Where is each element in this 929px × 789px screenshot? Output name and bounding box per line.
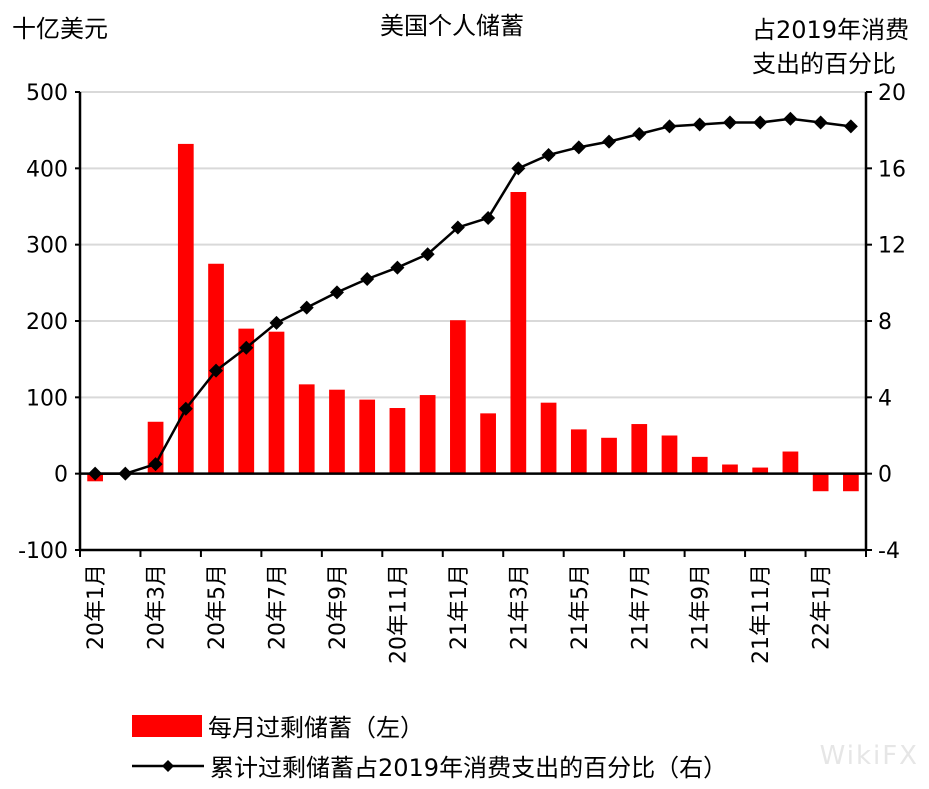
left-axis-ticks: 500 400 300 200 100 0 -100 [18,81,80,564]
watermark: WikiFX [819,741,919,771]
bar [722,464,738,474]
line-point [88,466,103,481]
line-point [662,119,677,134]
x-tick-label: 20年5月 [205,564,230,650]
x-tick-label: 21年3月 [507,564,532,650]
legend-item-line: 累计过剩储蓄占2019年消费支出的百分比（右） [132,748,727,783]
left-tick-label: 300 [26,234,68,259]
line-point [360,272,375,287]
left-tick-label: 0 [54,463,68,488]
x-tick-label: 20年7月 [266,564,291,650]
bar [268,331,285,474]
line-point [783,111,798,126]
right-tick-label: 8 [878,310,892,335]
bar [782,451,799,474]
bar [359,399,376,474]
line-point [541,147,556,162]
right-tick-label: 16 [878,157,906,182]
line-point [602,134,617,149]
bar [601,437,617,474]
left-tick-label: 400 [26,157,68,182]
left-tick-label: 500 [26,81,68,106]
legend-bar-label: 每月过剩储蓄（左） [208,714,424,742]
line-point [420,247,435,262]
line-point [299,300,314,315]
x-tick-label: 20年3月 [145,564,170,650]
x-tick-label: 22年1月 [810,564,835,650]
legend-bar-swatch [132,714,202,737]
bar [419,395,436,474]
x-axis-ticks: 20年1月 20年3月 20年5月 20年7月 20年9月 20年11月 21年1月 21年3… [79,550,867,664]
x-tick-label: 20年1月 [84,564,109,650]
bar [752,467,769,474]
right-tick-label: 4 [878,386,892,411]
bar [480,413,496,474]
right-tick-label: -4 [878,539,900,564]
line-point [843,119,858,134]
x-tick-label: 21年11月 [749,564,774,664]
bar-series-monthly-excess-savings [87,143,859,492]
x-tick-label: 21年9月 [689,564,714,650]
left-tick-label: 100 [26,386,68,411]
x-tick-label: 20年9月 [326,564,351,650]
line-point [329,285,344,300]
line-point [571,140,586,155]
bar [570,429,587,474]
x-tick-label: 21年7月 [628,564,653,650]
right-tick-label: 12 [878,234,906,259]
line-point [511,161,526,176]
left-axis-unit-label: 十亿美元 [12,15,108,43]
bar [298,384,315,474]
line-point [722,115,737,130]
line-point [813,115,828,130]
bar [510,191,527,474]
bar [812,473,829,492]
right-tick-label: 20 [878,81,906,106]
line-point [450,220,465,235]
bar [661,435,678,474]
right-axis-unit-label-line1: 占2019年消费 [752,16,910,44]
line-point [239,340,254,355]
bar [450,320,466,474]
bar [540,402,557,474]
right-tick-label: 0 [878,463,892,488]
line-point [481,210,496,225]
bar [631,424,648,474]
x-tick-label: 21年1月 [447,564,472,650]
bar [329,389,345,474]
line-point [178,401,193,416]
line-point [753,115,768,130]
legend-item-bar: 每月过剩储蓄（左） [132,708,424,743]
legend-line-label: 累计过剩储蓄占2019年消费支出的百分比（右） [210,754,728,782]
line-point [269,315,284,330]
bar [389,408,406,474]
bar [691,456,708,474]
line-series-cumulative-excess-savings [88,111,858,481]
line-point [118,466,133,481]
x-tick-label: 21年5月 [568,564,593,650]
line-point [209,363,224,378]
right-axis-unit-label-line2: 支出的百分比 [752,50,896,78]
gridlines [80,91,866,399]
left-tick-label: -100 [18,539,68,564]
right-axis-ticks: 20 16 12 8 4 0 -4 [866,81,906,564]
line-point [390,260,405,275]
chart-title: 美国个人储蓄 [380,12,524,40]
bar [177,143,194,474]
left-tick-label: 200 [26,310,68,335]
x-tick-label: 20年11月 [386,564,411,664]
line-point [692,117,707,132]
line-point [632,126,647,141]
bar [238,328,255,474]
bar [843,473,859,492]
legend-line-swatch [132,759,204,772]
line-point [148,457,163,472]
bar [147,421,164,474]
